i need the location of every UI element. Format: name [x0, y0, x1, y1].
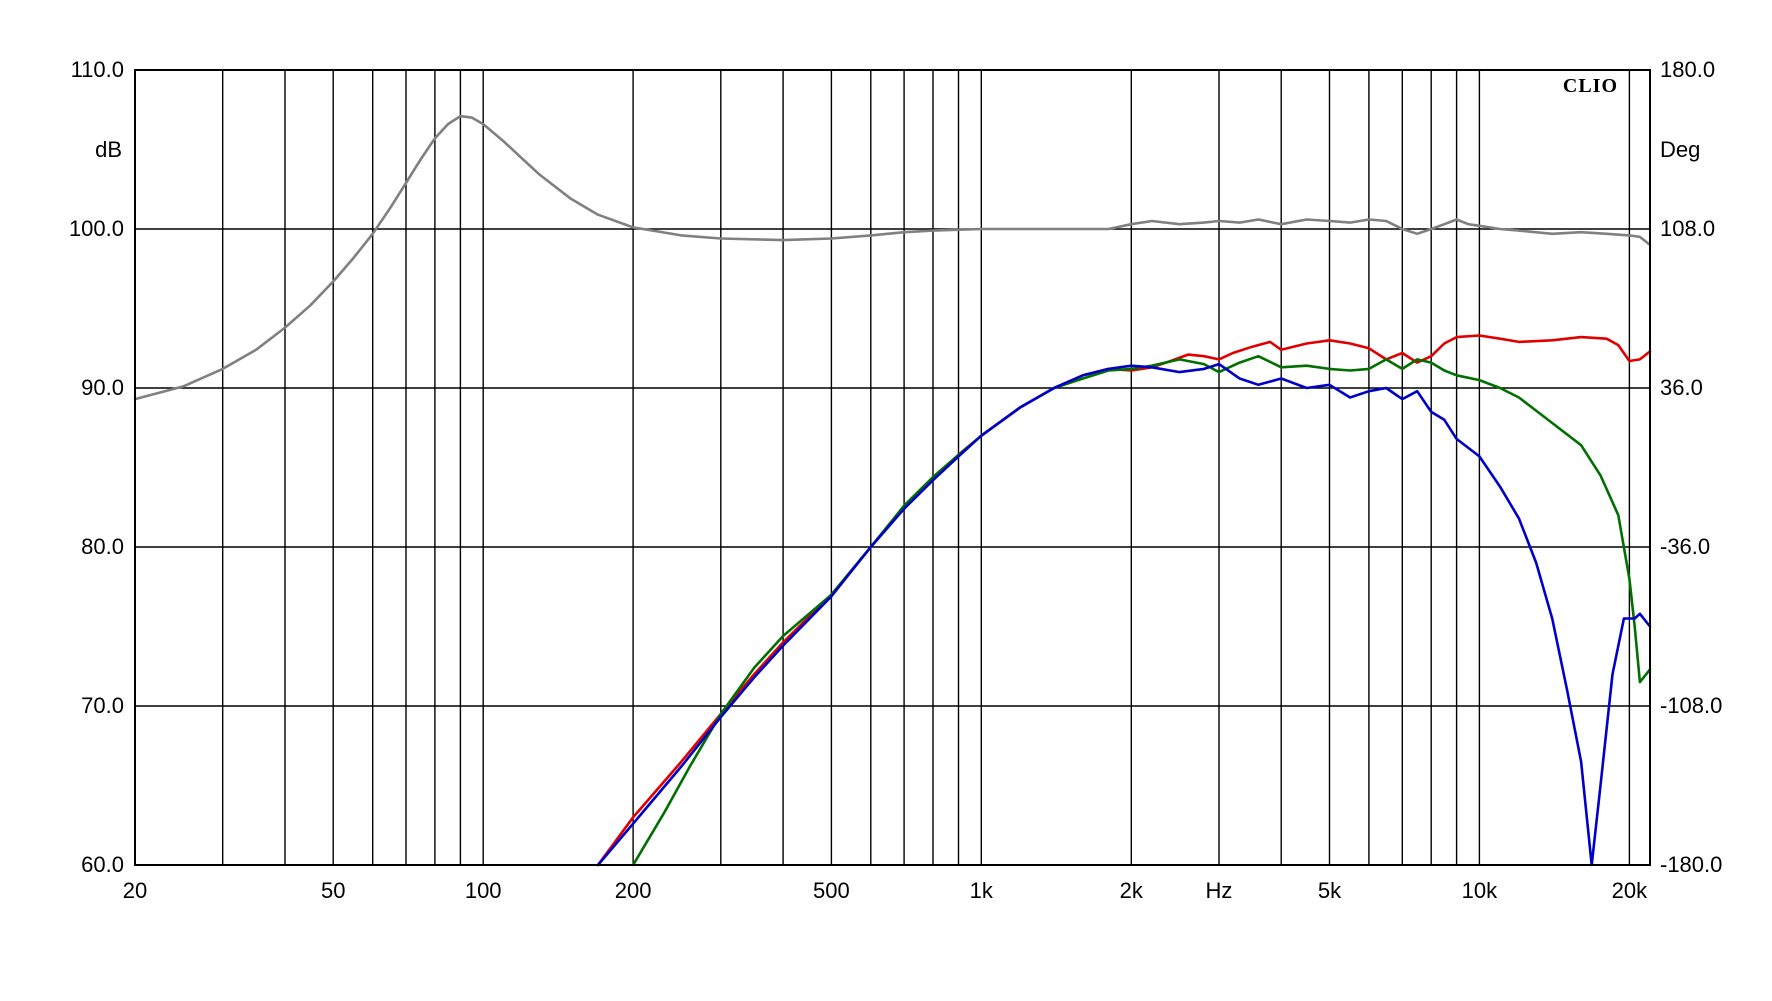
y2-tick-label: -108.0 — [1660, 693, 1722, 718]
x-tick-label: 100 — [465, 878, 502, 903]
x-tick-label: 10k — [1462, 878, 1498, 903]
plot-frame — [134, 69, 1651, 866]
plot-background — [135, 70, 1650, 865]
x-tick-label: 1k — [970, 878, 994, 903]
x-axis-tick-labels: 20 50 100 200 500 1k 2k 5k 10k 20k — [123, 878, 1648, 903]
y2-tick-label: 36.0 — [1660, 375, 1703, 400]
y-tick-label: 100.0 — [69, 216, 124, 241]
y2-tick-label: -36.0 — [1660, 534, 1710, 559]
x-axis-unit: Hz — [1206, 878, 1233, 903]
y-tick-label: 110.0 — [71, 57, 124, 82]
right-axis-unit: Deg — [1660, 137, 1700, 162]
x-tick-label: 2k — [1120, 878, 1144, 903]
right-axis-tick-labels: 180.0 108.0 36.0 -36.0 -108.0 -180.0 — [1660, 57, 1722, 877]
x-tick-label: 200 — [615, 878, 652, 903]
y-tick-label: 90.0 — [81, 375, 124, 400]
y2-tick-label: 180.0 — [1660, 57, 1715, 82]
x-tick-label: 5k — [1318, 878, 1342, 903]
series-line — [133, 114, 1652, 401]
vertical-gridlines — [134, 70, 1631, 865]
curves — [133, 114, 1652, 867]
y-tick-label: 70.0 — [81, 693, 124, 718]
left-axis-unit: dB — [95, 137, 122, 162]
x-tick-label: 20k — [1612, 878, 1648, 903]
x-tick-label: 500 — [813, 878, 850, 903]
y2-tick-label: -180.0 — [1660, 852, 1722, 877]
clio-brand-label: CLIO — [1563, 75, 1618, 97]
series-line — [596, 362, 1652, 867]
y-tick-label: 60.0 — [81, 852, 124, 877]
x-tick-label: 20 — [123, 878, 147, 903]
y-tick-label: 80.0 — [81, 534, 124, 559]
left-axis-tick-labels: 110.0 100.0 90.0 80.0 70.0 60.0 — [69, 57, 124, 877]
x-tick-label: 50 — [321, 878, 345, 903]
y2-tick-label: 108.0 — [1660, 216, 1715, 241]
